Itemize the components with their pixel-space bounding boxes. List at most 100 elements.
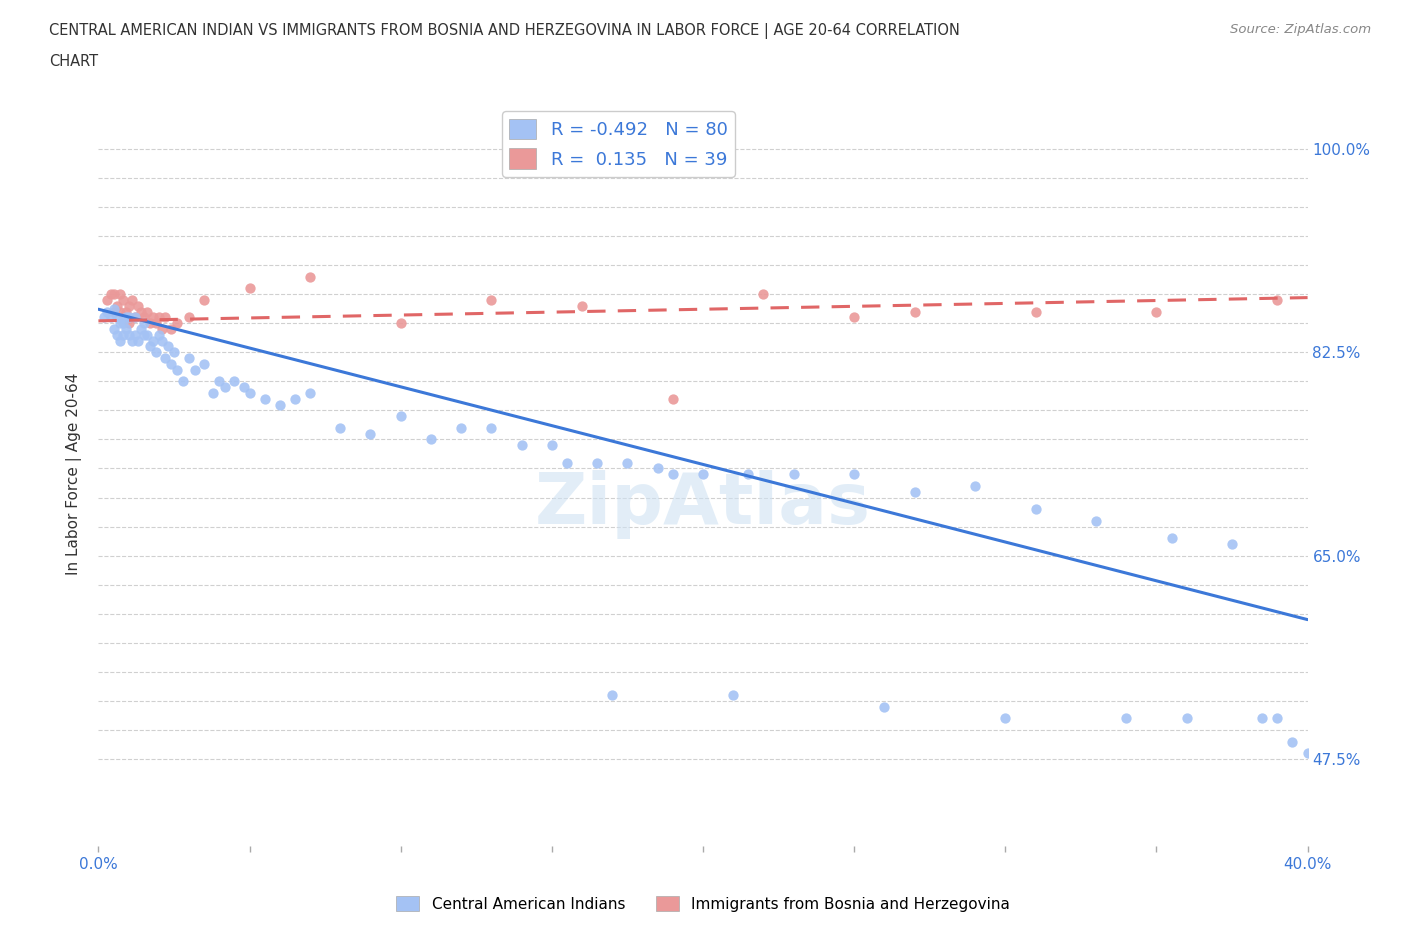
Point [111,315,134,330]
Point [239,281,262,296]
Point [179,310,201,325]
Point [105,299,128,313]
Point [299,385,322,400]
Point [153,351,176,365]
Point [1024,502,1046,517]
Point [1251,711,1274,725]
Point [103,286,125,301]
Point [1085,513,1108,528]
Point [692,467,714,482]
Point [510,438,533,453]
Text: CENTRAL AMERICAN INDIAN VS IMMIGRANTS FROM BOSNIA AND HERZEGOVINA IN LABOR FORCE: CENTRAL AMERICAN INDIAN VS IMMIGRANTS FR… [49,23,960,39]
Point [450,420,472,435]
Point [96,292,118,307]
Point [752,286,775,301]
Point [118,310,141,325]
Point [142,310,165,325]
Point [389,408,412,423]
Point [661,392,683,406]
Point [873,699,896,714]
Point [103,322,125,337]
Point [299,269,322,284]
Point [1024,304,1046,319]
Point [481,292,503,307]
Point [114,322,136,337]
Point [555,455,578,470]
Point [114,304,136,319]
Point [844,310,866,325]
Point [269,397,291,412]
Point [124,327,146,342]
Point [602,687,624,703]
Point [124,310,146,325]
Point [118,315,141,330]
Point [150,333,173,348]
Point [142,333,165,348]
Point [127,333,149,348]
Point [1281,734,1303,749]
Point [105,310,128,325]
Text: ZipAtlas: ZipAtlas [536,470,870,538]
Point [163,345,186,360]
Point [108,333,131,348]
Legend: Central American Indians, Immigrants from Bosnia and Herzegovina: Central American Indians, Immigrants fro… [391,889,1015,918]
Point [184,362,207,377]
Point [208,374,231,389]
Point [145,345,167,360]
Point [1115,711,1137,725]
Point [103,304,125,319]
Point [114,310,136,325]
Point [586,455,609,470]
Point [172,374,194,389]
Point [96,304,118,319]
Point [160,322,183,337]
Point [214,379,236,394]
Point [124,310,146,325]
Y-axis label: In Labor Force | Age 20-64: In Labor Force | Age 20-64 [66,373,83,576]
Point [1175,711,1198,725]
Point [139,339,162,353]
Point [994,711,1017,725]
Legend: R = -0.492   N = 80, R =  0.135   N = 39: R = -0.492 N = 80, R = 0.135 N = 39 [502,112,735,177]
Point [1220,537,1243,551]
Point [1267,711,1289,725]
Point [121,292,143,307]
Point [284,392,307,406]
Point [145,315,167,330]
Point [129,304,152,319]
Point [100,286,122,301]
Point [118,327,141,342]
Point [111,292,134,307]
Point [1144,304,1167,319]
Point [571,299,593,313]
Point [153,310,176,325]
Point [202,385,225,400]
Point [329,420,352,435]
Point [239,385,262,400]
Point [139,315,162,330]
Point [135,304,157,319]
Point [481,420,503,435]
Point [420,432,443,446]
Point [156,339,179,353]
Point [965,478,987,493]
Point [193,292,215,307]
Point [111,327,134,342]
Point [253,392,276,406]
Point [148,310,170,325]
Point [1160,531,1182,546]
Text: CHART: CHART [49,54,98,69]
Point [904,485,927,499]
Point [193,356,215,371]
Point [103,301,125,316]
Point [904,304,927,319]
Point [108,304,131,319]
Point [723,687,745,703]
Point [844,467,866,482]
Point [93,310,115,325]
Point [150,322,173,337]
Point [118,299,141,313]
Point [389,315,412,330]
Point [132,315,155,330]
Point [127,299,149,313]
